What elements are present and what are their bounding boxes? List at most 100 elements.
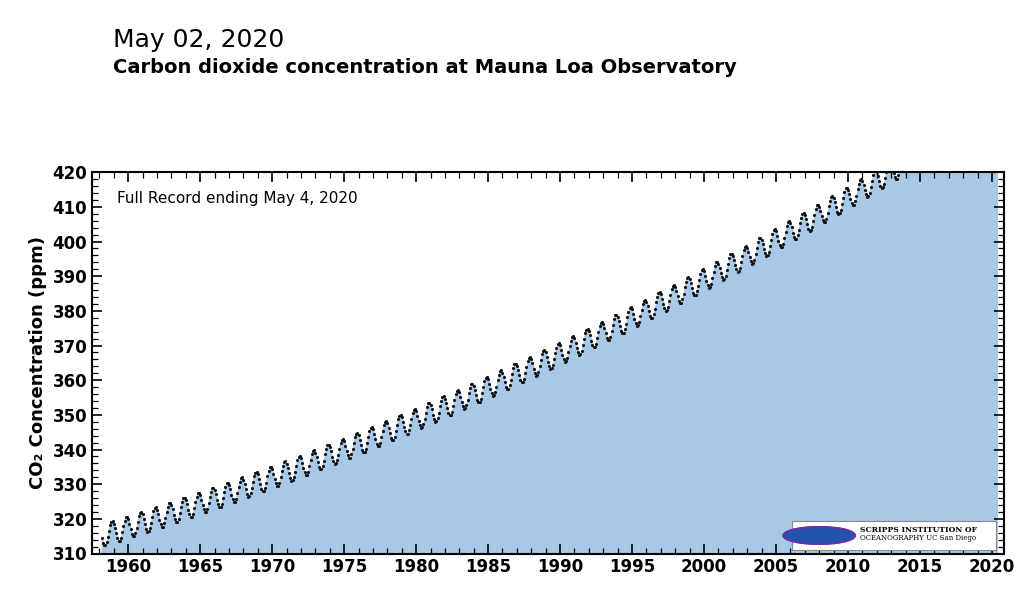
Point xyxy=(943,132,959,141)
Point xyxy=(700,283,717,293)
Point xyxy=(207,485,223,495)
Point xyxy=(882,157,898,167)
Point xyxy=(120,514,136,524)
Point xyxy=(501,384,517,394)
Point xyxy=(358,438,375,448)
Point xyxy=(910,139,927,149)
Point xyxy=(371,441,387,451)
Point xyxy=(677,282,693,292)
Point xyxy=(387,426,403,436)
Point xyxy=(179,499,196,509)
Point xyxy=(681,274,697,284)
Point xyxy=(530,367,547,377)
Point xyxy=(615,328,632,338)
Point xyxy=(562,336,579,346)
Point xyxy=(370,441,386,451)
Point xyxy=(246,471,262,481)
Point xyxy=(612,321,629,331)
Point xyxy=(822,196,839,205)
Point xyxy=(194,494,210,504)
Point xyxy=(571,350,588,360)
Point xyxy=(715,275,731,285)
Point xyxy=(114,527,130,537)
Point xyxy=(230,482,247,492)
Point xyxy=(914,150,931,160)
Point xyxy=(842,194,858,204)
Point xyxy=(322,442,338,452)
Circle shape xyxy=(783,527,855,544)
Point xyxy=(504,369,520,379)
Point xyxy=(494,365,510,375)
Point xyxy=(111,536,127,546)
Point xyxy=(505,363,521,373)
Point xyxy=(391,411,408,421)
Point xyxy=(154,522,170,532)
Point xyxy=(487,387,504,397)
Point xyxy=(777,227,794,237)
Point xyxy=(637,295,653,305)
Point xyxy=(510,365,526,375)
Point xyxy=(424,405,440,415)
Point xyxy=(173,502,189,512)
Point xyxy=(476,376,493,386)
Point xyxy=(847,197,863,207)
Point xyxy=(498,382,514,392)
Point xyxy=(805,216,821,226)
Point xyxy=(736,242,753,252)
Point xyxy=(469,395,485,405)
Point xyxy=(349,428,366,438)
Point xyxy=(966,107,982,117)
Point xyxy=(102,520,119,530)
Point xyxy=(368,434,384,444)
Point xyxy=(986,104,1002,114)
Point xyxy=(231,477,248,486)
Point xyxy=(957,122,974,132)
Point xyxy=(607,311,624,320)
Point xyxy=(241,491,257,501)
Point xyxy=(929,141,945,151)
Point xyxy=(422,400,438,410)
Point xyxy=(196,504,212,514)
Point xyxy=(624,304,640,314)
Point xyxy=(446,395,463,405)
Point xyxy=(806,210,822,220)
Point xyxy=(652,290,669,300)
Point xyxy=(582,330,598,340)
Point xyxy=(760,250,776,260)
Point xyxy=(169,517,185,526)
Point xyxy=(963,125,979,135)
Point xyxy=(350,430,367,440)
Point xyxy=(146,503,163,513)
Point xyxy=(769,231,785,240)
Point xyxy=(384,435,400,445)
Point xyxy=(357,443,374,453)
Point xyxy=(399,429,416,438)
Point xyxy=(141,523,158,533)
Point xyxy=(130,517,146,526)
Point xyxy=(761,247,777,256)
Point xyxy=(648,298,665,308)
Point xyxy=(341,453,357,463)
Point xyxy=(877,173,893,183)
Point xyxy=(839,183,855,192)
Point xyxy=(104,517,121,526)
Point xyxy=(716,274,732,284)
Point xyxy=(923,135,939,145)
Point xyxy=(887,172,903,182)
Point xyxy=(198,507,214,517)
Point xyxy=(942,127,958,137)
Point xyxy=(741,252,758,262)
Point xyxy=(699,280,716,290)
Point xyxy=(965,113,981,122)
Point xyxy=(508,359,524,368)
Point xyxy=(924,131,940,141)
Point xyxy=(361,426,378,436)
Point xyxy=(540,357,556,367)
Point xyxy=(201,499,217,509)
Point xyxy=(303,450,319,459)
Point xyxy=(775,239,792,248)
Point xyxy=(145,507,162,517)
Point xyxy=(930,145,946,155)
Point xyxy=(787,234,804,244)
Point xyxy=(558,356,574,366)
